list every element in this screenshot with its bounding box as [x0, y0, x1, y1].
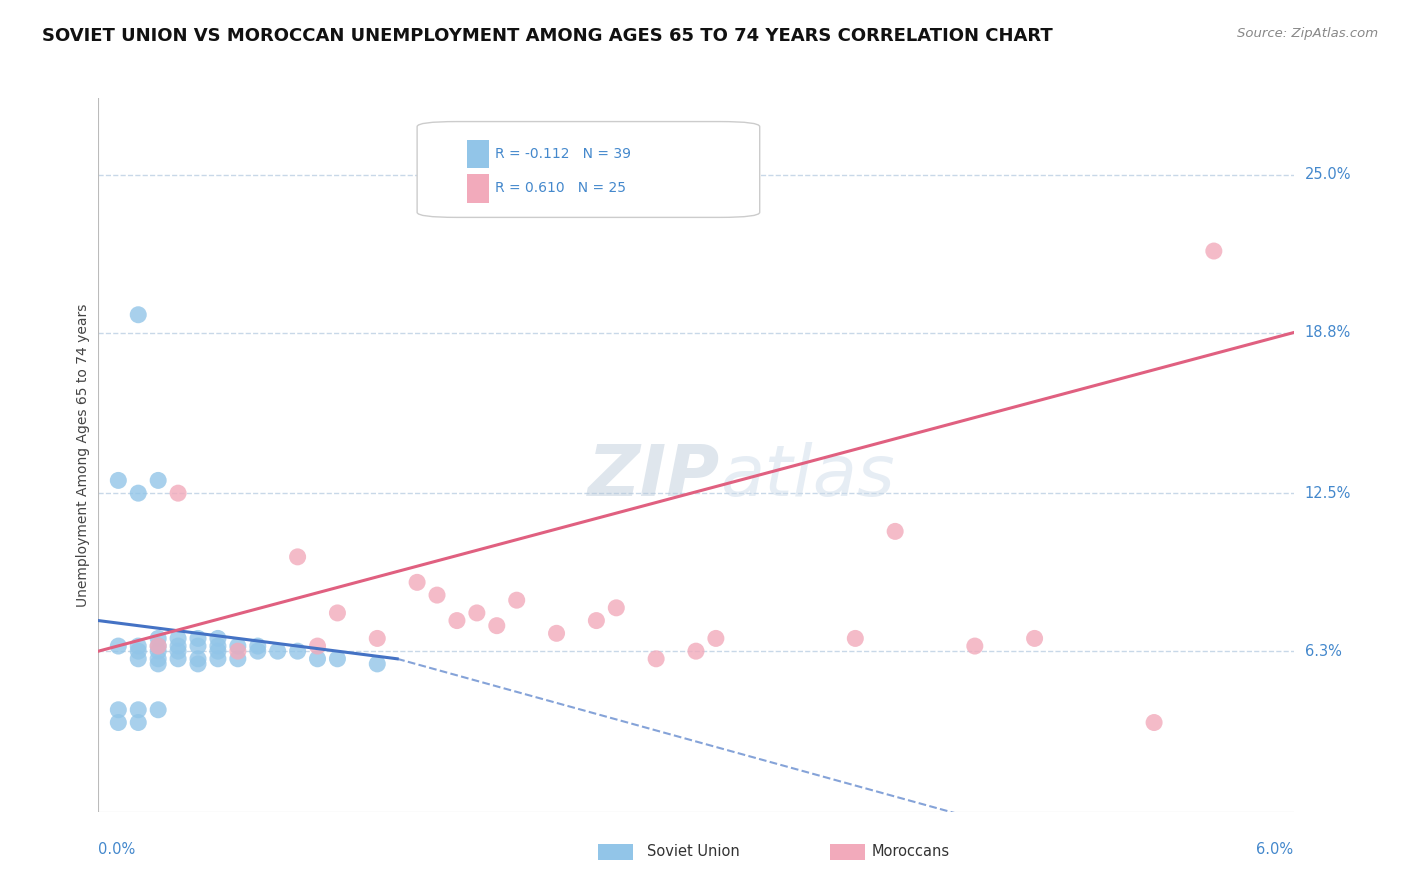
Bar: [467, 174, 489, 202]
Point: [326, 652, 349, 666]
Point: [963, 639, 986, 653]
Point: [287, 549, 309, 564]
Point: [127, 639, 149, 653]
Point: [207, 632, 229, 646]
Point: [167, 632, 190, 646]
Point: [148, 639, 170, 653]
Point: [127, 644, 149, 658]
Point: [485, 618, 508, 632]
Point: [307, 652, 329, 666]
Point: [148, 474, 170, 488]
Text: atlas: atlas: [720, 442, 894, 511]
Point: [1143, 715, 1166, 730]
Point: [246, 644, 269, 658]
Point: [226, 644, 249, 658]
Text: Moroccans: Moroccans: [872, 845, 950, 859]
Text: R = -0.112   N = 39: R = -0.112 N = 39: [495, 147, 631, 161]
Point: [465, 606, 488, 620]
Point: [187, 639, 209, 653]
Point: [645, 652, 668, 666]
Point: [107, 703, 129, 717]
Point: [267, 644, 290, 658]
Point: [307, 639, 329, 653]
FancyBboxPatch shape: [418, 121, 759, 218]
Text: 18.8%: 18.8%: [1305, 325, 1351, 340]
Point: [605, 600, 627, 615]
Point: [226, 652, 249, 666]
Point: [406, 575, 429, 590]
Point: [167, 639, 190, 653]
Point: [326, 606, 349, 620]
Point: [167, 644, 190, 658]
Point: [366, 657, 388, 671]
Point: [884, 524, 907, 539]
Point: [148, 657, 170, 671]
Point: [844, 632, 866, 646]
Point: [107, 639, 129, 653]
Point: [506, 593, 529, 607]
Text: 6.3%: 6.3%: [1305, 644, 1341, 658]
Point: [127, 486, 149, 500]
Bar: [467, 140, 489, 169]
Point: [546, 626, 568, 640]
Text: Soviet Union: Soviet Union: [647, 845, 740, 859]
Point: [207, 652, 229, 666]
Text: 12.5%: 12.5%: [1305, 485, 1351, 500]
Point: [246, 639, 269, 653]
Point: [366, 632, 388, 646]
Point: [107, 474, 129, 488]
Text: ZIP: ZIP: [588, 442, 720, 511]
Point: [1202, 244, 1225, 258]
Text: 6.0%: 6.0%: [1257, 842, 1294, 857]
Point: [148, 652, 170, 666]
Point: [426, 588, 449, 602]
Point: [167, 652, 190, 666]
Point: [148, 632, 170, 646]
Point: [226, 639, 249, 653]
Point: [127, 703, 149, 717]
Y-axis label: Unemployment Among Ages 65 to 74 years: Unemployment Among Ages 65 to 74 years: [76, 303, 90, 607]
Point: [148, 639, 170, 653]
Text: R = 0.610   N = 25: R = 0.610 N = 25: [495, 181, 626, 195]
Point: [207, 644, 229, 658]
Point: [127, 715, 149, 730]
Point: [148, 644, 170, 658]
Text: 0.0%: 0.0%: [98, 842, 135, 857]
Point: [446, 614, 468, 628]
Point: [207, 639, 229, 653]
Point: [704, 632, 727, 646]
Point: [187, 652, 209, 666]
Point: [187, 657, 209, 671]
Text: Source: ZipAtlas.com: Source: ZipAtlas.com: [1237, 27, 1378, 40]
Point: [127, 652, 149, 666]
Point: [187, 632, 209, 646]
Text: SOVIET UNION VS MOROCCAN UNEMPLOYMENT AMONG AGES 65 TO 74 YEARS CORRELATION CHAR: SOVIET UNION VS MOROCCAN UNEMPLOYMENT AM…: [42, 27, 1053, 45]
Point: [148, 703, 170, 717]
Point: [127, 308, 149, 322]
Point: [167, 486, 190, 500]
Point: [1024, 632, 1046, 646]
Point: [287, 644, 309, 658]
Text: 25.0%: 25.0%: [1305, 167, 1351, 182]
Point: [585, 614, 607, 628]
Point: [107, 715, 129, 730]
Point: [685, 644, 707, 658]
